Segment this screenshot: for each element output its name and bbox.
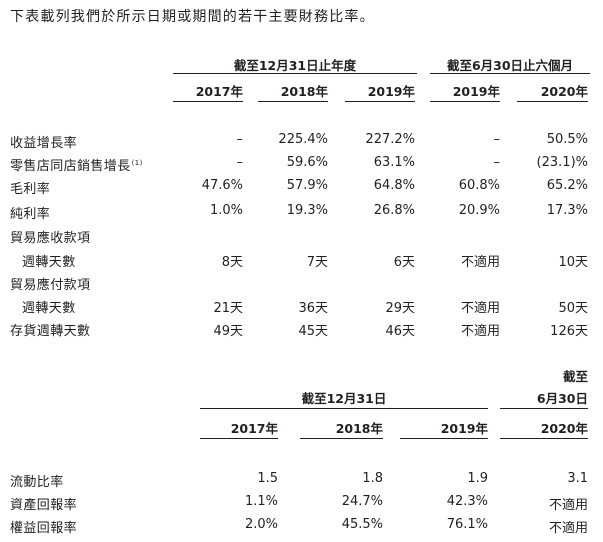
table2-year-rule-3	[500, 438, 588, 439]
table1-cell: (23.1)%	[536, 155, 588, 170]
table1-row-label: 純利率	[10, 207, 51, 222]
table1-year-rule-2	[345, 101, 415, 102]
table1-cell: 64.8%	[373, 178, 415, 193]
table2-year-0: 2017年	[230, 421, 278, 436]
table1-row-label: 收益增長率	[10, 136, 78, 151]
table2-year-rule-2	[400, 438, 488, 439]
table2-cell: 1.8	[362, 471, 383, 486]
table1-year-0: 2017年	[195, 84, 243, 99]
table1-cell: 不適用	[460, 324, 500, 339]
table2-year-rule-1	[300, 438, 383, 439]
table1-cell: –	[236, 132, 244, 147]
table1-cell: 29天	[385, 301, 415, 316]
table2-cell: 45.5%	[341, 517, 383, 532]
table2-header-fy: 截至12月31日	[301, 391, 387, 406]
table1-cell: 10天	[558, 255, 588, 270]
table1-cell: 20.9%	[458, 203, 500, 218]
intro-text: 下表載列我們於所示日期或期間的若干主要財務比率。	[10, 9, 375, 25]
table1-cell: 21天	[213, 301, 243, 316]
table1-row-label-text: 零售店同店銷售增長	[10, 159, 131, 174]
table2-row-label: 流動比率	[10, 475, 64, 490]
table1-cell: 45天	[298, 324, 328, 339]
table1-cell: 59.6%	[286, 155, 328, 170]
table1-row-label-indented: 週轉天數	[22, 301, 76, 316]
table1-year-rule-0	[173, 101, 243, 102]
table1-cell: 225.4%	[278, 132, 328, 147]
table1-cell: 1.0%	[209, 203, 243, 218]
table1-cell: 7天	[306, 255, 328, 270]
table1-cell: 57.9%	[286, 178, 328, 193]
table1-year-rule-4	[517, 101, 588, 102]
table1-cell: 46天	[385, 324, 415, 339]
table1-cell: 47.6%	[201, 178, 243, 193]
footnote-marker: (1)	[131, 159, 143, 167]
table1-row-label: 零售店同店銷售增長(1)	[10, 155, 143, 174]
table1-cell: 126天	[550, 324, 588, 339]
table1-year-4: 2020年	[540, 84, 588, 99]
table1-group-rule-fy	[173, 73, 417, 74]
table2-year-rule-0	[200, 438, 278, 439]
table1-cell: 50.5%	[546, 132, 588, 147]
table2-cell: 24.7%	[341, 494, 383, 509]
table1-cell: 63.1%	[373, 155, 415, 170]
table2-cell: 1.5	[257, 471, 278, 486]
table1-cell: –	[493, 155, 501, 170]
table2-year-3: 2020年	[540, 421, 588, 436]
table2-cell: 76.1%	[446, 517, 488, 532]
table2-year-1: 2018年	[335, 421, 383, 436]
table1-year-2: 2019年	[367, 84, 415, 99]
table2-row-label: 權益回報率	[10, 521, 78, 536]
table1-year-1: 2018年	[280, 84, 328, 99]
table1-cell: 不適用	[460, 301, 500, 316]
table1-header-6m: 截至6月30日止六個月	[446, 58, 574, 73]
table1-cell: 19.3%	[286, 203, 328, 218]
table2-cell: 2.0%	[244, 517, 278, 532]
table2-cell: 不適用	[548, 521, 588, 536]
table1-cell: 60.8%	[458, 178, 500, 193]
table2-cell: 不適用	[548, 498, 588, 513]
table1-year-3: 2019年	[452, 84, 500, 99]
table2-header-6m-line2: 6月30日	[536, 391, 588, 406]
table1-cell: 不適用	[460, 255, 500, 270]
table1-cell: 50天	[558, 301, 588, 316]
table1-year-rule-1	[258, 101, 328, 102]
table1-row-label: 貿易應付款項	[10, 278, 91, 293]
table1-row-label: 存貨週轉天數	[10, 324, 91, 339]
table2-group-rule-6m	[500, 408, 588, 409]
table1-row-label-indented: 週轉天數	[22, 255, 76, 270]
table2-cell: 42.3%	[446, 494, 488, 509]
table1-cell: 8天	[221, 255, 243, 270]
table1-header-fy: 截至12月31日止年度	[233, 58, 357, 73]
table2-year-2: 2019年	[440, 421, 488, 436]
table2-group-rule-fy	[200, 408, 488, 409]
table1-cell: 17.3%	[546, 203, 588, 218]
table1-year-rule-3	[430, 101, 500, 102]
table1-row-label: 貿易應收款項	[10, 231, 91, 246]
table1-cell: –	[236, 155, 244, 170]
table1-cell: –	[493, 132, 501, 147]
table1-cell: 65.2%	[546, 178, 588, 193]
table2-cell: 1.9	[467, 471, 488, 486]
table1-row-label: 毛利率	[10, 182, 51, 197]
table2-header-6m-line1: 截至	[562, 369, 588, 384]
table2-row-label: 資產回報率	[10, 498, 78, 513]
table2-cell: 3.1	[567, 471, 588, 486]
table2-cell: 1.1%	[244, 494, 278, 509]
table1-cell: 36天	[298, 301, 328, 316]
table1-cell: 26.8%	[373, 203, 415, 218]
table1-cell: 227.2%	[365, 132, 415, 147]
table1-cell: 6天	[393, 255, 415, 270]
table1-cell: 49天	[213, 324, 243, 339]
table1-group-rule-6m	[430, 73, 590, 74]
